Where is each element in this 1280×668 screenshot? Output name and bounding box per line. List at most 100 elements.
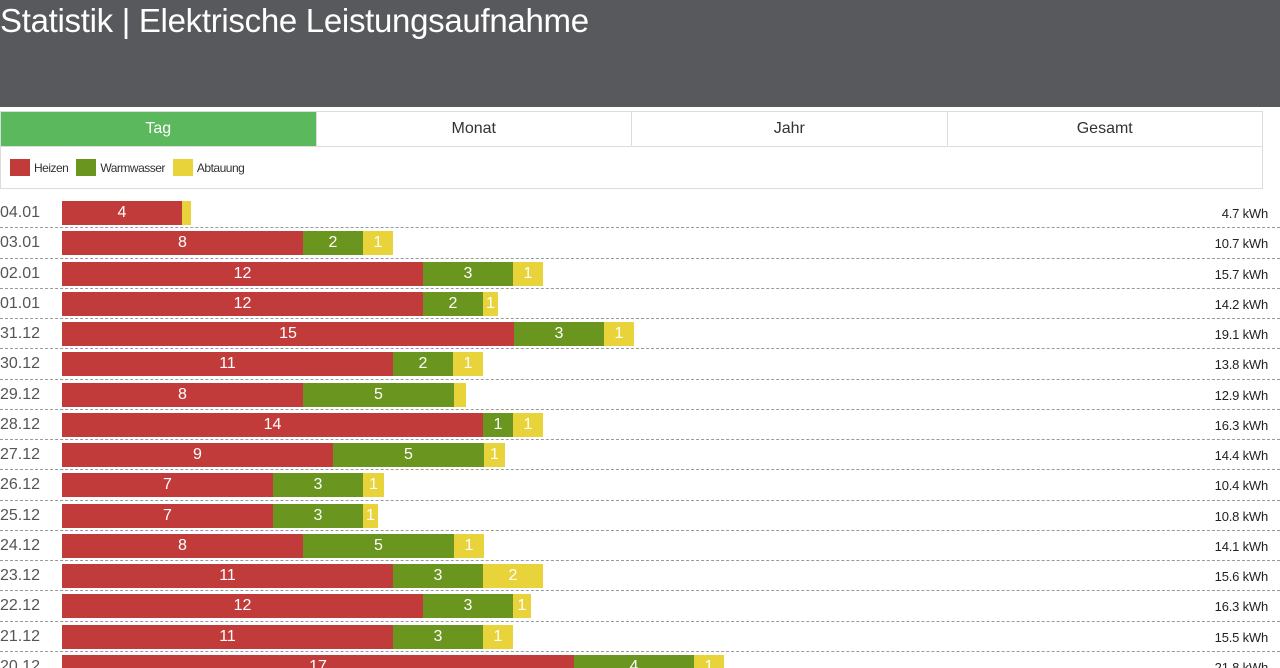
table-row: 28.12 14 1 1 16.3 kWh (0, 410, 1280, 440)
bar-segment-warmwasser: 2 (303, 231, 363, 256)
stacked-bar: 4 (62, 201, 191, 225)
stacked-bar: 12 3 1 (62, 261, 543, 286)
bar-segment-warmwasser: 1 (483, 412, 513, 437)
row-total: 14.2 kWh (1214, 296, 1269, 312)
legend-item-warmwasser: Warmwasser (76, 159, 165, 176)
row-date: 30.12 (0, 355, 41, 373)
bar-segment-heizen: 14 (62, 412, 483, 437)
bar-segment-abtauung: 1 (513, 594, 531, 619)
row-total: 12.9 kWh (1214, 387, 1269, 403)
bar-segment-warmwasser: 3 (423, 261, 513, 286)
bar-segment-abtauung: 1 (513, 412, 543, 437)
bar-segment-abtauung: 2 (483, 564, 543, 588)
legend-swatch-abtauung (172, 159, 193, 176)
row-date: 02.01 (0, 264, 41, 282)
bar-segment-warmwasser: 3 (423, 594, 513, 619)
statistics-panel: Tag Monat Jahr Gesamt Heizen Warmwasser … (0, 107, 1280, 668)
table-row: 31.12 15 3 1 19.1 kWh (0, 319, 1280, 350)
row-date: 28.12 (0, 415, 41, 433)
bar-segment-heizen: 11 (62, 624, 393, 649)
row-total: 15.5 kWh (1214, 629, 1269, 645)
stacked-bar: 14 1 1 (62, 412, 543, 437)
bar-segment-abtauung: 1 (454, 533, 484, 558)
legend-label-heizen: Heizen (34, 160, 69, 175)
legend-swatch-heizen (10, 159, 30, 176)
legend-item-heizen: Heizen (10, 159, 69, 176)
bar-segment-warmwasser: 5 (303, 533, 454, 558)
bar-segment-abtauung: 1 (453, 352, 483, 377)
bar-segment-abtauung: 1 (363, 473, 384, 498)
row-date: 01.01 (0, 294, 41, 312)
page-title: Statistik | Elektrische Leistungsaufnahm… (0, 2, 589, 39)
stacked-bar: 12 3 1 (62, 594, 531, 619)
bar-segment-warmwasser: 2 (393, 352, 453, 377)
bar-segment-abtauung: 1 (363, 503, 378, 528)
bar-segment-abtauung: 1 (604, 322, 634, 346)
bar-segment-heizen: 12 (62, 261, 423, 286)
bar-segment-heizen: 7 (62, 503, 273, 528)
bar-segment-heizen: 9 (62, 443, 333, 467)
bar-segment-warmwasser: 3 (393, 564, 483, 588)
row-total: 15.6 kWh (1214, 569, 1269, 584)
tab-gesamt[interactable]: Gesamt (1076, 120, 1133, 137)
table-row: 26.12 7 3 1 10.4 kWh (0, 470, 1280, 501)
stacked-bar: 12 2 1 (62, 291, 498, 316)
bar-segment-warmwasser: 3 (273, 503, 363, 528)
table-row: 25.12 7 3 1 10.8 kWh (0, 501, 1280, 531)
table-row: 04.01 4 4.7 kWh (0, 198, 1280, 229)
row-total: 21.8 kWh (1214, 659, 1269, 668)
bar-segment-abtauung: 1 (483, 624, 513, 649)
row-date: 20.12 (0, 657, 41, 668)
row-date: 27.12 (0, 446, 41, 463)
row-total: 14.1 kWh (1214, 538, 1269, 554)
bar-segment-heizen: 11 (62, 564, 393, 588)
row-total: 10.8 kWh (1214, 508, 1269, 524)
table-row: 27.12 9 5 1 14.4 kWh (0, 440, 1280, 471)
bar-segment-abtauung: 1 (484, 443, 505, 467)
row-total: 4.7 kWh (1221, 206, 1268, 221)
bar-segment-heizen: 11 (62, 352, 393, 377)
table-row: 01.01 12 2 1 14.2 kWh (0, 289, 1280, 319)
bar-segment-heizen: 12 (62, 594, 423, 619)
row-total: 16.3 kWh (1214, 417, 1269, 433)
bar-segment-heizen: 8 (62, 533, 303, 558)
row-total: 13.8 kWh (1214, 357, 1269, 373)
table-row: 22.12 12 3 1 16.3 kWh (0, 591, 1280, 622)
row-total: 10.4 kWh (1214, 478, 1269, 494)
row-date: 25.12 (0, 506, 41, 524)
bar-segment-warmwasser: 3 (273, 473, 363, 498)
stacked-bar: 11 2 1 (62, 352, 483, 377)
bar-segment-warmwasser: 5 (333, 443, 484, 467)
row-date: 04.01 (0, 204, 41, 221)
stacked-bar: 11 3 2 (62, 564, 543, 588)
legend-item-abtauung: Abtauung (172, 159, 245, 176)
legend: Heizen Warmwasser Abtauung (0, 147, 1263, 189)
row-date: 26.12 (0, 476, 41, 494)
table-row: 23.12 11 3 2 15.6 kWh (0, 561, 1280, 592)
stacked-bar: 17 4 1 (62, 654, 724, 668)
tab-jahr[interactable]: Jahr (632, 112, 948, 146)
bar-segment-heizen: 8 (62, 231, 303, 256)
tab-tag[interactable]: Tag (1, 112, 317, 146)
bar-segment-heizen: 17 (62, 654, 574, 668)
row-date: 03.01 (0, 234, 41, 252)
bar-segment-abtauung: 1 (694, 654, 724, 668)
row-date: 23.12 (0, 567, 41, 584)
row-date: 31.12 (0, 325, 41, 342)
row-total: 14.4 kWh (1214, 448, 1269, 463)
table-row: 02.01 12 3 1 15.7 kWh (0, 259, 1280, 289)
tab-monat[interactable]: Monat (317, 112, 632, 146)
row-date: 22.12 (0, 597, 41, 615)
row-total: 15.7 kWh (1214, 266, 1269, 282)
row-total: 16.3 kWh (1214, 599, 1269, 615)
stacked-bar: 15 3 1 (62, 322, 634, 346)
bar-segment-heizen: 7 (62, 473, 273, 498)
table-row: 29.12 8 5 12.9 kWh (0, 380, 1280, 410)
legend-swatch-warmwasser (76, 159, 97, 176)
row-total: 10.7 kWh (1214, 236, 1269, 252)
